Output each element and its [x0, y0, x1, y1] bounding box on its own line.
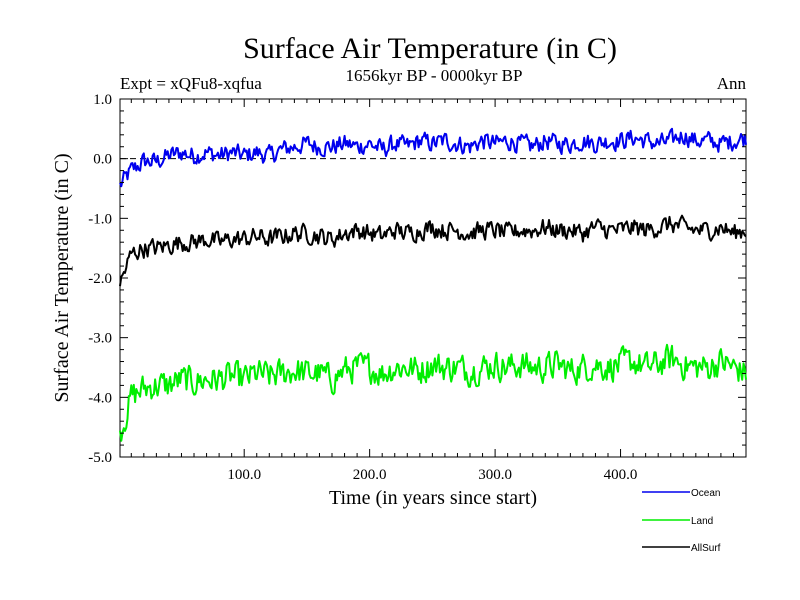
x-tick-label: 100.0	[227, 467, 261, 483]
x-axis-label: Time (in years since start)	[329, 487, 537, 509]
legend-label-land: Land	[691, 516, 713, 527]
y-tick-label: -5.0	[88, 450, 112, 466]
y-axis-label: Surface Air Temperature (in C)	[51, 153, 73, 402]
experiment-label: Expt = xQFu8-xqfua	[120, 74, 262, 93]
y-tick-label: 0.0	[93, 152, 112, 168]
y-tick-label: -1.0	[88, 211, 112, 227]
x-tick-label: 200.0	[353, 467, 387, 483]
y-tick-label: -4.0	[88, 390, 112, 406]
x-tick-label: 400.0	[604, 467, 638, 483]
legend-label-allsurf: AllSurf	[691, 543, 721, 554]
chart-title: Surface Air Temperature (in C)	[243, 32, 617, 65]
series-layer	[119, 127, 747, 442]
period-label: Ann	[717, 74, 747, 93]
x-tick-label: 300.0	[478, 467, 512, 483]
y-tick-label: 1.0	[93, 92, 112, 108]
y-tick-label: -3.0	[88, 331, 112, 347]
legend-label-ocean: Ocean	[691, 488, 720, 499]
series-line-ocean	[119, 127, 747, 188]
x-axis-ticks: 100.0 200.0 300.0 400.0	[130, 99, 734, 483]
y-tick-label: -2.0	[88, 271, 112, 287]
series-line-allsurf	[119, 214, 747, 287]
legend: Ocean Land AllSurf	[642, 488, 721, 554]
plot-frame	[119, 98, 747, 458]
series-line-land	[119, 343, 747, 442]
chart-subtitle: 1656kyr BP - 0000kyr BP	[346, 66, 523, 85]
y-axis-ticks: -5.0 -4.0 -3.0 -2.0 -1.0 0.0 1.0	[88, 92, 746, 466]
